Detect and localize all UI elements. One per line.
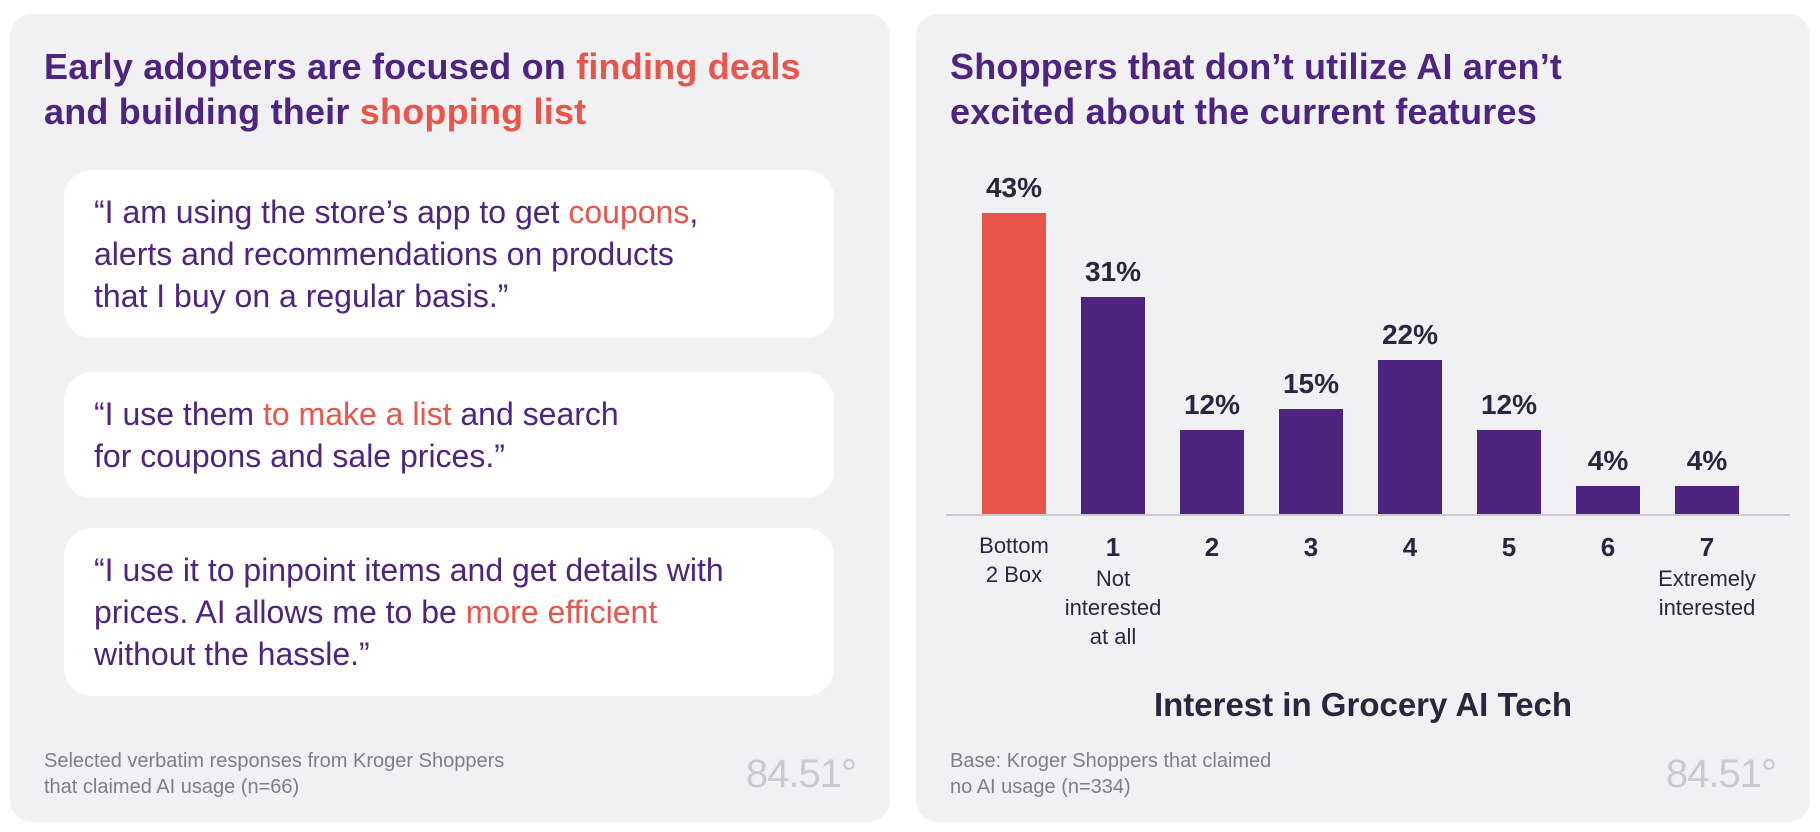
title-line: Shoppers that don’t utilize AI aren’t — [950, 46, 1563, 87]
x-tick-sublabel: 2 Box — [986, 562, 1042, 587]
bar — [1180, 430, 1244, 514]
text-segment: that I buy on a regular basis.” — [94, 278, 509, 314]
x-tick-sublabel: interested — [1065, 595, 1162, 620]
text-segment: Early adopters are focused on — [44, 46, 577, 87]
bar-value-label: 4% — [1588, 445, 1629, 476]
bar-value-label: 15% — [1283, 368, 1339, 399]
x-tick-sublabel: Bottom — [979, 533, 1049, 558]
chart-axis-title: Interest in Grocery AI Tech — [1153, 686, 1573, 723]
x-tick-sublabel: interested — [1659, 595, 1756, 620]
quote-card: “I use it to pinpoint items and get deta… — [64, 528, 834, 696]
text-line: prices. AI allows me to be more efficien… — [94, 591, 804, 633]
text-line: that I buy on a regular basis.” — [94, 275, 804, 317]
text-line: “I use it to pinpoint items and get deta… — [94, 549, 804, 591]
footnote-line: no AI usage (n=334) — [950, 776, 1131, 798]
left-panel: Early adopters are focused on finding de… — [10, 14, 890, 822]
x-tick-label: 3 — [1304, 532, 1318, 562]
text-line: “I use them to make a list and search — [94, 393, 804, 435]
text-segment: “I am using the store’s app to get — [94, 194, 569, 230]
brand-logo: 84.51° — [745, 752, 857, 796]
left-footnote: Selected verbatim responses from Kroger … — [44, 748, 504, 800]
text-segment: “I use them — [94, 396, 263, 432]
bar — [982, 213, 1046, 514]
right-panel: Shoppers that don’t utilize AI aren’t ex… — [916, 14, 1810, 822]
x-tick-label: 4 — [1403, 532, 1418, 562]
highlighted-text: to make a list — [262, 396, 452, 432]
quote-card: “I am using the store’s app to get coupo… — [64, 170, 834, 338]
bar — [1477, 430, 1541, 514]
bar — [1378, 360, 1442, 514]
x-tick-sublabel: Not — [1096, 566, 1130, 591]
text-line: Early adopters are focused on finding de… — [44, 44, 801, 89]
bar-value-label: 4% — [1687, 445, 1728, 476]
quote-card: “I use them to make a list and search for… — [64, 372, 834, 498]
bar — [1576, 486, 1640, 514]
bar-value-label: 43% — [986, 172, 1042, 203]
text-segment: prices. AI allows me to be — [94, 594, 466, 630]
x-tick-label: 1 — [1106, 532, 1120, 562]
footnote-line: that claimed AI usage (n=66) — [44, 776, 300, 798]
x-tick-label: 2 — [1205, 532, 1219, 562]
text-line: “I am using the store’s app to get coupo… — [94, 191, 804, 233]
bar-value-label: 12% — [1184, 389, 1240, 420]
text-segment: alerts and recommendations on products — [94, 236, 674, 272]
text-segment: and building their — [44, 91, 360, 132]
text-segment: “I use it to pinpoint items and get deta… — [94, 552, 724, 588]
bar-value-label: 22% — [1382, 319, 1438, 350]
footnote-line: Base: Kroger Shoppers that claimed — [950, 750, 1272, 772]
bar-value-label: 31% — [1085, 256, 1141, 287]
x-tick-sublabel: Extremely — [1658, 566, 1756, 591]
x-tick-label: 7 — [1700, 532, 1714, 562]
highlighted-text: coupons — [568, 194, 690, 230]
text-line: without the hassle.” — [94, 633, 804, 675]
highlighted-text: shopping list — [359, 91, 587, 132]
right-panel-title: Shoppers that don’t utilize AI aren’t ex… — [950, 44, 1562, 134]
footnote-line: Selected verbatim responses from Kroger … — [44, 750, 505, 772]
highlighted-text: more efficient — [465, 594, 658, 630]
x-tick-sublabel: at all — [1090, 624, 1136, 649]
bar — [1081, 297, 1145, 514]
brand-logo: 84.51° — [1665, 752, 1777, 796]
text-segment: for coupons and sale prices.” — [94, 438, 505, 474]
bar-chart: 43% Bottom 2 Box 31% 1 Not interested at all 12%… — [946, 172, 1790, 649]
left-panel-title: Early adopters are focused on finding de… — [44, 44, 801, 134]
bar — [1279, 409, 1343, 514]
x-tick-label: 6 — [1601, 532, 1615, 562]
x-tick-label: 5 — [1502, 532, 1516, 562]
text-segment: , — [689, 194, 699, 230]
title-line: excited about the current features — [950, 91, 1537, 132]
highlighted-text: finding deals — [576, 46, 801, 87]
text-line: for coupons and sale prices.” — [94, 435, 804, 477]
text-segment: and search — [451, 396, 619, 432]
bar — [1675, 486, 1739, 514]
text-segment: without the hassle.” — [94, 636, 370, 672]
text-line: and building their shopping list — [44, 89, 801, 134]
text-line: alerts and recommendations on products — [94, 233, 804, 275]
right-footnote: Base: Kroger Shoppers that claimed no AI… — [950, 748, 1271, 800]
bar-value-label: 12% — [1481, 389, 1537, 420]
